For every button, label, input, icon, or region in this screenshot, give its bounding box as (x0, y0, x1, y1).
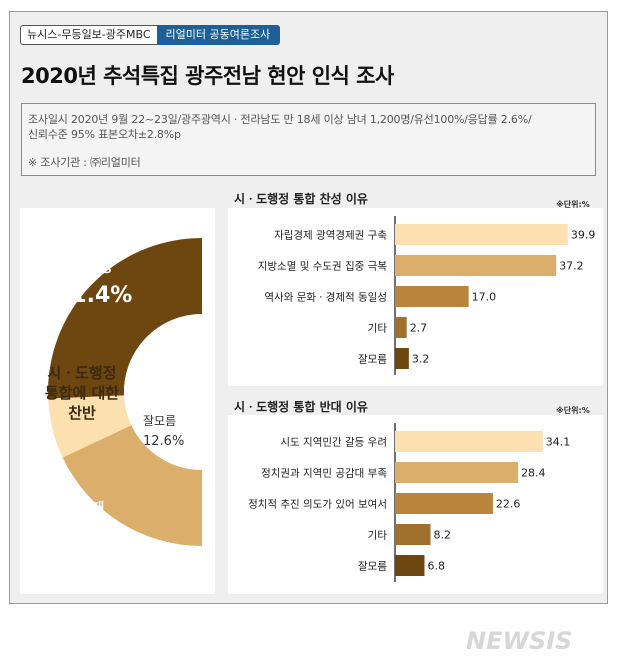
bar-3 (395, 524, 431, 545)
oppose-reasons-title: 시ㆍ도행정 통합 반대 이유 (234, 400, 368, 414)
bar-4 (395, 348, 409, 369)
bar-category-label: 잘모름 (358, 561, 387, 573)
bar-0 (395, 224, 568, 245)
bar-1 (395, 255, 557, 276)
bar-value-label: 17.0 (472, 291, 497, 304)
bar-value-label: 22.6 (496, 498, 521, 511)
donut-center-title-line: 시ㆍ도행정 (47, 364, 116, 382)
oppose-reasons-panel: 시도 지역민간 갈등 우려 34.1 정치권과 지역민 공감대 부족 28.4 정치적 … (228, 415, 603, 594)
bar-value-label: 6.8 (427, 560, 445, 573)
approve-reasons-chart: 자립경제 광역경제권 구축 39.9 지방소멸 및 수도권 집중 극복 37.2 역사와… (258, 216, 596, 375)
bar-category-label: 기타 (368, 530, 388, 542)
bar-4 (395, 555, 425, 576)
bar-value-label: 3.2 (412, 353, 430, 366)
bar-value-label: 34.1 (546, 436, 571, 449)
bar-category-label: 정치권과 지역민 공감대 부족 (261, 468, 387, 480)
survey-info-box: 조사일시 2020년 9월 22~23일/광주광역시ㆍ전라남도 만 18세 이상… (21, 103, 596, 176)
approve-reasons-title: 시ㆍ도행정 통합 찬성 이유 (234, 192, 368, 206)
survey-info-line2: 신뢰수준 95% 표본오차±2.8%p (28, 128, 181, 141)
approve-reasons-panel: 자립경제 광역경제권 구축 39.9 지방소멸 및 수도권 집중 극복 37.2 역사와… (228, 208, 603, 386)
bar-value-label: 39.9 (571, 229, 596, 242)
donut-center-title-line: 통합에 대한 (45, 384, 119, 402)
donut-slice-label: 통합 찬성 (56, 259, 112, 276)
media-tag: 뉴시스-무등일보-광주MBC (20, 25, 158, 45)
bar-2 (395, 493, 493, 514)
donut-center (124, 314, 202, 470)
bar-category-label: 정치적 추진 의도가 있어 보여서 (248, 499, 387, 511)
bar-category-label: 자립경제 광역경제권 구축 (274, 229, 387, 242)
survey-tag: 리얼미터 공동여론조사 (157, 25, 281, 45)
header-tags: 뉴시스-무등일보-광주MBC 리얼미터 공동여론조사 (20, 25, 281, 45)
donut-slice-1 (48, 395, 132, 458)
donut-slice-0 (47, 238, 202, 399)
bar-category-label: 기타 (368, 323, 388, 335)
donut-slice-value: 51.4% (56, 283, 132, 308)
oppose-unit-label: ※단위:% (556, 406, 590, 415)
bar-category-label: 지방소멸 및 수도권 집중 극복 (258, 261, 388, 273)
bar-0 (395, 431, 543, 452)
bar-1 (395, 462, 519, 483)
newsis-logo: NEWSIS (466, 627, 573, 655)
bar-value-label: 2.7 (410, 322, 428, 335)
donut-center-title-line: 찬반 (68, 404, 96, 422)
donut-slice-label: 통합 반대 (48, 500, 104, 517)
bar-category-label: 역사와 문화ㆍ경제적 동일성 (264, 291, 387, 304)
bar-2 (395, 286, 469, 307)
donut-slice-value: 12.6% (143, 434, 184, 449)
donut-slice-label: 잘모름 (143, 414, 176, 428)
oppose-reasons-chart: 시도 지역민간 갈등 우려 34.1 정치권과 지역민 공감대 부족 28.4 정치적 … (248, 423, 571, 582)
bar-category-label: 시도 지역민간 갈등 우려 (280, 436, 387, 449)
bar-value-label: 8.2 (434, 529, 452, 542)
bar-3 (395, 317, 407, 338)
page-title: 2020년 추석특집 광주전남 현안 인식 조사 (21, 64, 394, 88)
survey-agency: ※ 조사기관 : ㈜리얼미터 (28, 156, 141, 169)
bar-category-label: 잘모름 (358, 354, 387, 366)
donut-slice-value: 36.0% (48, 524, 124, 549)
survey-info-line1: 조사일시 2020년 9월 22~23일/광주광역시ㆍ전라남도 만 18세 이상… (28, 113, 532, 126)
bar-value-label: 37.2 (559, 260, 584, 273)
approve-unit-label: ※단위:% (556, 200, 590, 209)
donut-slice-2 (62, 425, 203, 546)
bar-value-label: 28.4 (521, 467, 546, 480)
